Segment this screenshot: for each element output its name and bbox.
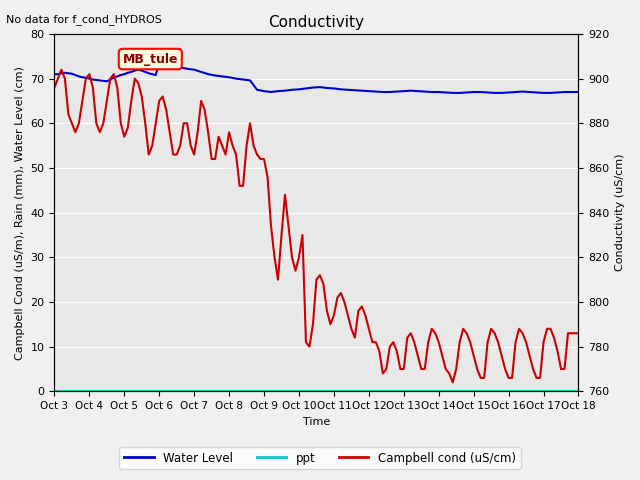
X-axis label: Time: Time [303,417,330,427]
Y-axis label: Campbell Cond (uS/m), Rain (mm), Water Level (cm): Campbell Cond (uS/m), Rain (mm), Water L… [15,66,25,360]
Text: No data for f_cond_HYDROS: No data for f_cond_HYDROS [6,14,163,25]
Legend: Water Level, ppt, Campbell cond (uS/cm): Water Level, ppt, Campbell cond (uS/cm) [119,447,521,469]
Y-axis label: Conductivity (uS/cm): Conductivity (uS/cm) [615,154,625,271]
Text: MB_tule: MB_tule [122,52,178,66]
Title: Conductivity: Conductivity [268,15,364,30]
